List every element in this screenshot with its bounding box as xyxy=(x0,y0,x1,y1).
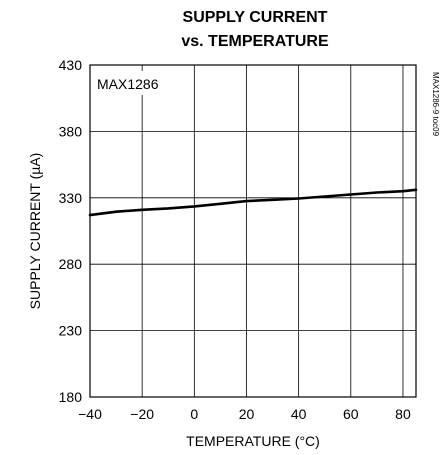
x-tick-label: 0 xyxy=(190,406,198,422)
series-line xyxy=(88,188,418,217)
plot-frame xyxy=(89,64,417,398)
y-tick-label: 280 xyxy=(59,256,83,272)
x-axis-ticks: −40 −20 0 20 40 60 80 xyxy=(78,406,411,422)
x-tick-label: −20 xyxy=(130,406,154,422)
y-tick-label: 230 xyxy=(59,323,83,339)
y-tick-label: 380 xyxy=(59,123,83,139)
x-axis-label: TEMPERATURE (°C) xyxy=(186,433,320,449)
x-tick-label: 80 xyxy=(395,406,411,422)
y-tick-label: 180 xyxy=(59,389,83,405)
chart-title-line-2: vs. TEMPERATURE xyxy=(181,33,329,50)
x-tick-label: 20 xyxy=(239,406,255,422)
y-axis-label: SUPPLY CURRENT (µA) xyxy=(27,153,43,310)
y-tick-label: 330 xyxy=(59,190,83,206)
x-tick-label: 40 xyxy=(291,406,307,422)
figure-code: MAX1286-9 toc09 xyxy=(431,72,440,137)
chart-title-line-1: SUPPLY CURRENT xyxy=(183,9,328,26)
device-annotation: MAX1286 xyxy=(97,76,159,92)
grid-lines xyxy=(90,65,416,397)
x-tick-label: 60 xyxy=(343,406,359,422)
y-axis-ticks: 180 230 280 330 380 430 xyxy=(59,57,83,405)
y-tick-label: 430 xyxy=(59,57,83,73)
x-tick-label: −40 xyxy=(78,406,102,422)
annotation-background xyxy=(92,71,172,95)
